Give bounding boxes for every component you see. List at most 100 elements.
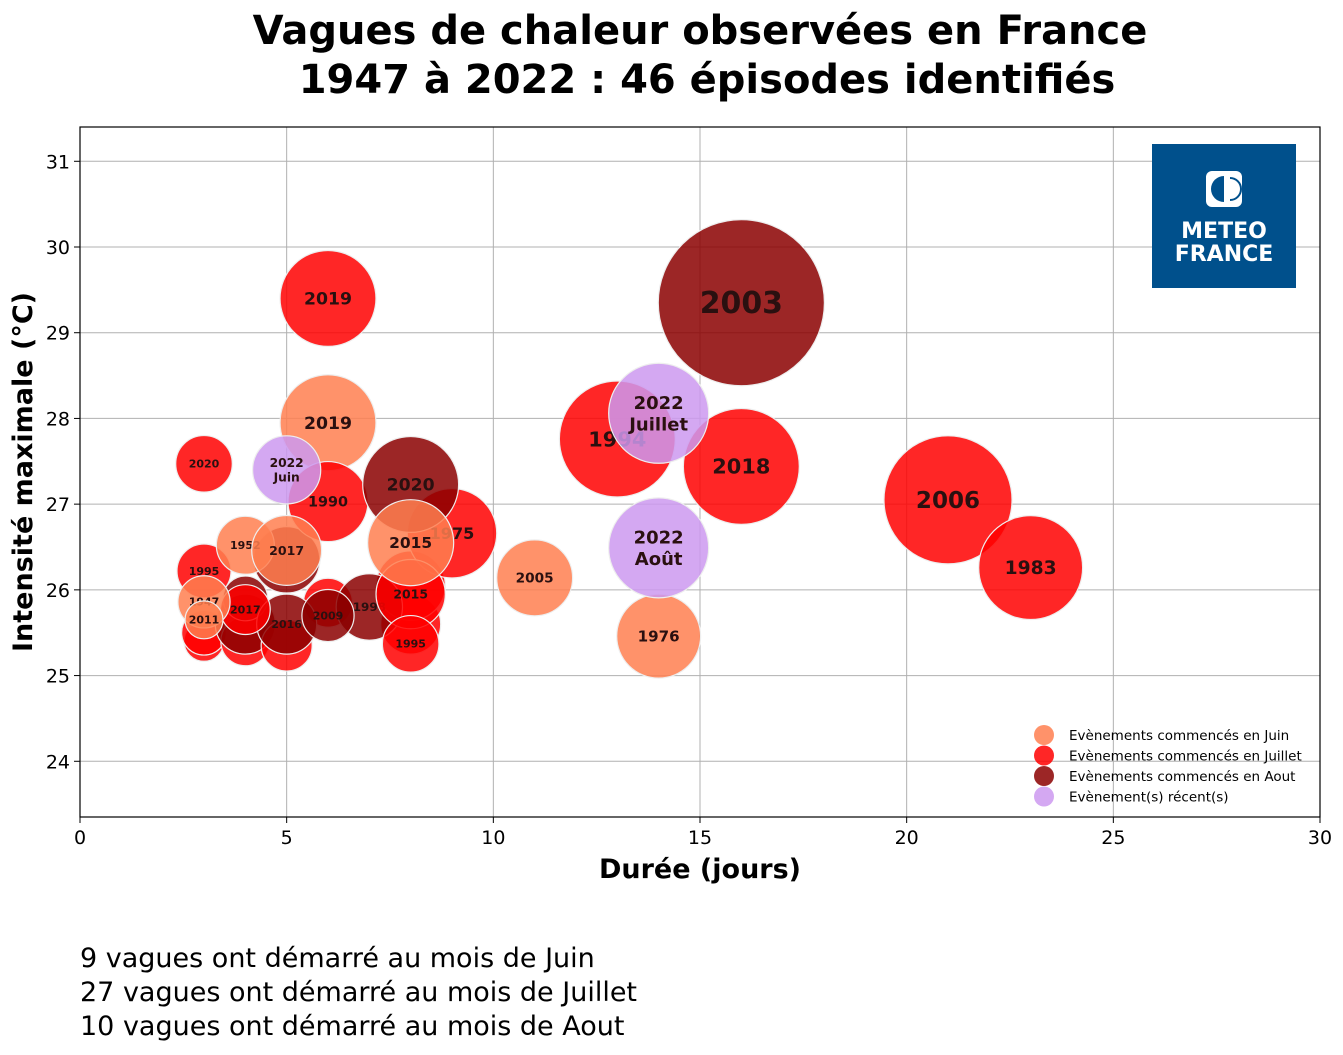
bubble-label-line: 2017 bbox=[269, 543, 304, 558]
legend-marker-juillet bbox=[1034, 745, 1054, 766]
legend-marker-juin bbox=[1034, 725, 1054, 745]
bubble-juillet: 2019 bbox=[279, 249, 377, 347]
y-tick-label: 24 bbox=[46, 751, 70, 773]
bubble-juillet: 2006 bbox=[883, 435, 1013, 565]
bubble-label-line: 2017 bbox=[230, 603, 261, 616]
bubble-label-line: 2022 bbox=[634, 527, 684, 548]
bubble-label-line: 2009 bbox=[313, 609, 344, 622]
bubble-label: 2015 bbox=[389, 534, 432, 552]
bubble-label: 2005 bbox=[516, 571, 554, 587]
bubble-label: 2006 bbox=[916, 488, 980, 514]
bubble-label-line: 2019 bbox=[304, 289, 352, 309]
bubble-circle bbox=[883, 435, 1013, 565]
y-tick-label: 27 bbox=[46, 494, 70, 516]
bubble-label-line: 2016 bbox=[271, 618, 302, 631]
summary-juillet: 27 vagues ont démarré au mois de Juillet bbox=[80, 977, 637, 1008]
y-tick-label: 26 bbox=[46, 580, 70, 602]
y-tick-label: 30 bbox=[46, 237, 70, 259]
bubble-juillet: 2018 bbox=[682, 407, 800, 525]
bubble-circle bbox=[496, 539, 574, 617]
bubble-circle bbox=[301, 588, 355, 643]
bubble-label-line: 2020 bbox=[387, 475, 435, 495]
bubble-label-line: 2020 bbox=[189, 458, 220, 471]
meteo-france-logo: METEO FRANCE bbox=[1152, 144, 1296, 288]
bubbles: 2003201920192020199019752020199820151995… bbox=[175, 219, 1084, 679]
bubble-label: 2003 bbox=[700, 286, 783, 321]
bubble-label-line: 1995 bbox=[395, 638, 426, 651]
bubble-juin: 2015 bbox=[367, 499, 455, 587]
bubble-aout: 2003 bbox=[657, 219, 825, 387]
bubble-label-line: 2022 bbox=[270, 456, 304, 470]
bubble-juin: 1976 bbox=[616, 593, 702, 679]
bubble-label-line: 2015 bbox=[389, 534, 432, 552]
bubble-label-line: 2015 bbox=[393, 587, 428, 602]
bubble-label: 2019 bbox=[304, 289, 352, 309]
legend-label-aout: Evènements commencés en Aout bbox=[1069, 769, 1295, 785]
bubble-recent: 2022 Août bbox=[608, 497, 710, 599]
bubble-label: 2022 Juillet bbox=[627, 393, 688, 436]
logo-line1: METEO bbox=[1181, 219, 1267, 244]
bubble-label: 1983 bbox=[1005, 558, 1057, 579]
bubble-label-line: 1990 bbox=[308, 495, 348, 511]
bubble-label-line: 2022 bbox=[634, 393, 684, 414]
bubble-circle bbox=[682, 407, 800, 525]
bubble-circle bbox=[252, 435, 322, 505]
bubble-circle bbox=[608, 497, 710, 599]
bubble-label: 2017 bbox=[230, 603, 261, 616]
x-tick-label: 5 bbox=[281, 827, 293, 849]
bubble-juin: 2011 bbox=[184, 600, 224, 640]
y-tick-label: 29 bbox=[46, 323, 70, 345]
bubble-label: 1995 bbox=[189, 565, 220, 578]
bubble-recent: 2022 Juillet bbox=[608, 362, 710, 464]
y-tick-label: 25 bbox=[46, 666, 70, 688]
legend-marker-aout bbox=[1034, 766, 1054, 786]
bubble-juin: 2017 bbox=[251, 514, 323, 586]
x-tick-label: 0 bbox=[74, 827, 86, 849]
bubble-label-line: 1976 bbox=[638, 627, 680, 645]
bubble-label: 2019 bbox=[304, 414, 352, 434]
bubble-label-line: 2019 bbox=[304, 414, 352, 434]
bubble-juillet: 2017 bbox=[219, 584, 271, 636]
bubble-label: 1976 bbox=[638, 627, 680, 645]
bubble-label-line: 2006 bbox=[916, 488, 980, 514]
bubble-juin: 2005 bbox=[496, 539, 574, 617]
bubble-label: 2009 bbox=[313, 609, 344, 622]
bubble-juillet: 2020 bbox=[175, 434, 233, 493]
y-axis-label: Intensité maximale (°C) bbox=[8, 292, 39, 652]
bubble-label-line: Août bbox=[635, 549, 683, 570]
bubble-recent: 2022 Juin bbox=[252, 435, 322, 505]
bubble-circle bbox=[279, 249, 377, 347]
bubble-circle bbox=[175, 434, 233, 493]
bubble-label: 1990 bbox=[308, 495, 348, 511]
bubble-label-line: 2003 bbox=[700, 286, 783, 321]
bubble-label-line: 2011 bbox=[189, 614, 220, 627]
bubble-circle bbox=[657, 219, 825, 387]
bubble-label: 2020 bbox=[189, 458, 220, 471]
bubble-circle bbox=[608, 362, 710, 464]
bubble-label: 2015 bbox=[393, 587, 428, 602]
bubble-label-line: 2005 bbox=[516, 571, 554, 587]
x-tick-label: 20 bbox=[895, 827, 919, 849]
x-tick-label: 10 bbox=[481, 827, 505, 849]
bubble-label: 2018 bbox=[712, 455, 770, 479]
bubble-circle bbox=[184, 600, 224, 640]
x-tick-label: 30 bbox=[1308, 827, 1332, 849]
logo-line2: FRANCE bbox=[1175, 242, 1274, 267]
bubble-label-line: 1983 bbox=[1005, 558, 1057, 579]
bubble-label: 2020 bbox=[387, 475, 435, 495]
bubble-juillet: 1983 bbox=[978, 515, 1084, 621]
chart-title-line2: 1947 à 2022 : 46 épisodes identifiés bbox=[299, 57, 1116, 103]
bubble-juillet: 1995 bbox=[381, 614, 440, 673]
x-tick-label: 25 bbox=[1101, 827, 1125, 849]
summary-aout: 10 vagues ont démarré au mois de Aout bbox=[80, 1011, 624, 1042]
legend-label-juillet: Evènements commencés en Juillet bbox=[1069, 749, 1302, 765]
bubble-aout: 2009 bbox=[301, 588, 355, 643]
x-axis-label: Durée (jours) bbox=[599, 854, 801, 885]
bubble-label: 2022 Juin bbox=[270, 456, 304, 485]
bubble-label: 1995 bbox=[395, 638, 426, 651]
bubble-label-line: 2018 bbox=[712, 455, 770, 479]
bubble-circle bbox=[367, 499, 455, 587]
bubble-label: 2011 bbox=[189, 614, 220, 627]
y-tick-label: 28 bbox=[46, 408, 70, 430]
